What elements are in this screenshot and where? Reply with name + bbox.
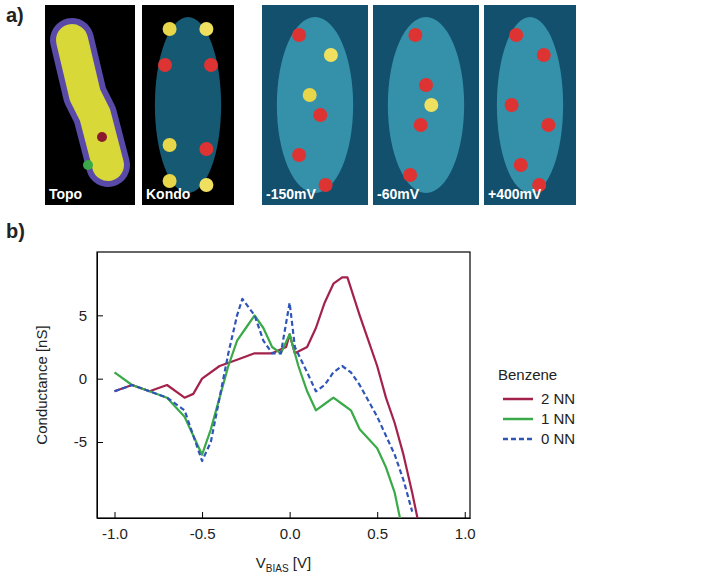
legend-label: 0 NN	[541, 430, 575, 447]
image-label: Topo	[49, 186, 82, 202]
figure: a) Topo Kondo -150mV -60mV +400mV b) -1.0 -0.5 0.…	[0, 0, 707, 585]
intensity-spot	[292, 148, 306, 162]
molecule-halo	[72, 40, 108, 165]
x-axis-title-part: [V]	[289, 554, 312, 571]
marker-dot	[83, 160, 93, 170]
legend-label: 2 NN	[541, 390, 575, 407]
legend-label: 1 NN	[541, 410, 575, 427]
y-tick: -5	[74, 433, 103, 450]
intensity-spot	[419, 78, 433, 92]
image-background	[373, 5, 479, 205]
image-background	[484, 5, 576, 205]
stm-image: +400mV	[484, 5, 576, 205]
x-tick: 0.0	[280, 512, 301, 542]
intensity-spot	[408, 28, 422, 42]
x-axis-title: VBIAS [V]	[256, 554, 311, 574]
legend: Benzene 2 NN 1 NN 0 NN	[498, 366, 575, 447]
y-axis-title: Conductance [nS]	[33, 325, 50, 444]
x-axis: -1.0 -0.5 0.0 0.5 1.0	[98, 512, 476, 542]
intensity-spot	[319, 178, 333, 192]
intensity-spot	[537, 48, 551, 62]
image-label: Kondo	[146, 186, 190, 202]
stm-image: -150mV	[262, 5, 368, 205]
y-tick-mark	[97, 379, 103, 380]
intensity-area	[388, 17, 464, 193]
x-tick-mark	[290, 512, 291, 518]
x-tick-label: 0.5	[367, 525, 388, 542]
plot-lines	[115, 277, 418, 518]
y-tick-label: 5	[79, 307, 87, 324]
intensity-area	[277, 17, 353, 193]
x-tick-label: -1.0	[102, 525, 128, 542]
plot-frame	[97, 252, 470, 518]
y-tick-label: 0	[79, 370, 87, 387]
legend-swatch	[503, 438, 533, 441]
x-tick-mark	[465, 512, 466, 518]
x-tick: 1.0	[455, 512, 476, 542]
image-label: -150mV	[266, 186, 316, 202]
intensity-spot	[403, 168, 417, 182]
legend-swatch	[503, 418, 533, 421]
intensity-spot	[163, 22, 177, 36]
intensity-spot	[163, 138, 177, 152]
intensity-spot	[324, 48, 338, 62]
image-background	[45, 5, 135, 205]
x-tick-mark	[202, 512, 203, 518]
x-tick-mark	[115, 512, 116, 518]
image-label: -60mV	[377, 186, 420, 202]
series-line	[115, 299, 413, 512]
image-background	[142, 5, 234, 205]
y-tick-label: -5	[74, 433, 87, 450]
panel-label: b)	[6, 220, 25, 242]
intensity-spot	[313, 108, 327, 122]
x-tick-label: 0.0	[280, 525, 301, 542]
stm-image: Topo	[45, 5, 135, 205]
image-background	[262, 5, 368, 205]
y-tick: 5	[79, 307, 103, 324]
x-tick-label: 1.0	[455, 525, 476, 542]
panel-label: a)	[6, 4, 24, 26]
intensity-spot	[199, 142, 213, 156]
intensity-spot	[204, 58, 218, 72]
intensity-spot	[509, 28, 523, 42]
intensity-spot	[505, 98, 519, 112]
y-tick-mark	[97, 315, 103, 316]
x-tick: -0.5	[190, 512, 216, 542]
y-tick: 0	[79, 370, 103, 387]
x-tick: -1.0	[102, 512, 128, 542]
series-line	[115, 315, 400, 518]
marker-dot	[97, 132, 107, 142]
series-line	[115, 277, 418, 518]
intensity-spot	[199, 178, 213, 192]
x-tick-label: -0.5	[190, 525, 216, 542]
legend-title: Benzene	[498, 366, 557, 383]
molecule	[72, 40, 108, 165]
legend-swatch	[503, 398, 533, 401]
y-axis: -5 0 5	[74, 253, 103, 519]
stm-image: Kondo	[142, 5, 234, 205]
intensity-area	[155, 17, 221, 193]
x-tick: 0.5	[367, 512, 388, 542]
intensity-spot	[424, 98, 438, 112]
x-axis-title-subscript: BIAS	[266, 563, 289, 574]
intensity-area	[497, 17, 563, 193]
intensity-spot	[158, 58, 172, 72]
intensity-spot	[199, 22, 213, 36]
x-axis-title-part: V	[256, 554, 266, 571]
stm-image: -60mV	[373, 5, 479, 205]
image-label: +400mV	[488, 186, 542, 202]
intensity-spot	[541, 118, 555, 132]
intensity-spot	[292, 28, 306, 42]
intensity-spot	[414, 118, 428, 132]
x-tick-mark	[377, 512, 378, 518]
intensity-spot	[303, 88, 317, 102]
intensity-spot	[514, 158, 528, 172]
y-tick-mark	[97, 442, 103, 443]
